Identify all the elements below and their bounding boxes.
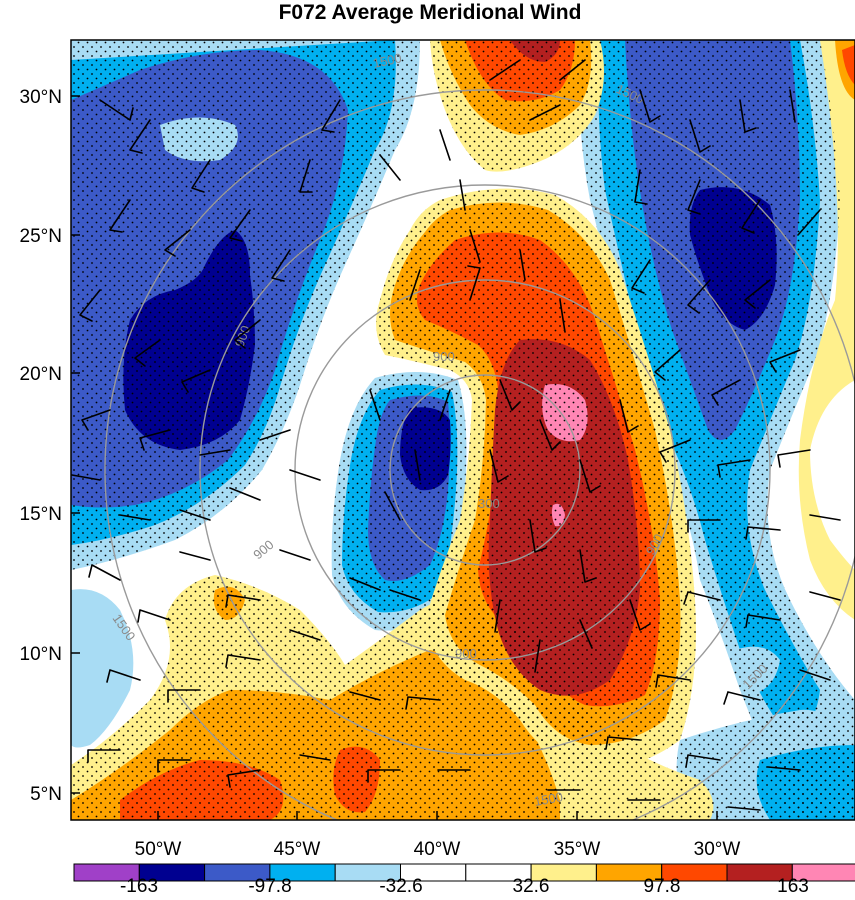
lat-axis: 30°N 25°N 20°N 15°N 10°N 5°N [20,87,80,805]
ring-label: 900 [455,646,477,661]
lon-label: 35°W [554,839,601,860]
colorbar-swatch [791,863,855,882]
ring-label: 1500 [372,50,403,71]
lat-label: 25°N [20,226,62,247]
colorbar-label: 97.8 [644,876,681,897]
lon-label: 40°W [414,839,461,860]
map-area: 300 900 900 900 900 900 1500 1500 1500 1… [71,40,855,820]
lat-label: 20°N [20,364,62,385]
map-frame [70,39,855,821]
colorbar-label: 163 [777,876,809,897]
lon-label: 45°W [274,839,321,860]
significance-stipple [71,40,855,820]
lat-label: 15°N [20,504,62,525]
colorbar-label: -163 [120,876,158,897]
map-title: F072 Average Meridional Wind [279,1,582,24]
lat-label: 5°N [30,784,62,805]
lon-label: 30°W [694,839,741,860]
ring-label: 1500 [533,789,564,809]
lon-axis: 50°W 45°W 40°W 35°W 30°W [135,811,741,860]
ring-label: 900 [433,349,455,364]
positive-region-east-edge [798,40,855,620]
colorbar-label: -97.8 [248,876,291,897]
colorbar-labels: -163 -97.8 -32.6 32.6 97.8 163 [120,876,809,897]
wind-barbs [71,59,841,811]
colorbar-label: -32.6 [379,876,422,897]
lat-label: 10°N [20,644,62,665]
lat-label: 30°N [20,87,62,108]
range-rings [104,89,855,820]
colorbar-label: 32.6 [513,876,550,897]
ring-label: 300 [478,496,500,511]
colorbar [73,863,855,882]
lon-label: 50°W [135,839,182,860]
